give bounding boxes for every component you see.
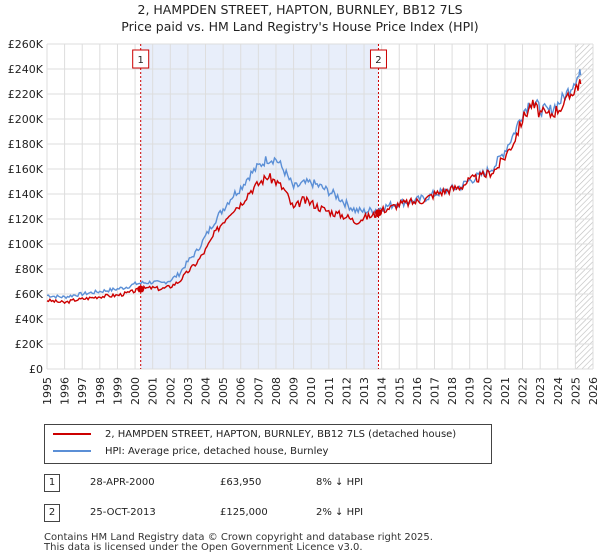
x-tick-label: 2000 — [129, 377, 142, 405]
x-tick-label: 2004 — [200, 377, 213, 405]
x-tick-label: 2011 — [323, 377, 336, 405]
transaction-price: £63,950 — [220, 477, 262, 488]
y-tick-label: £40K — [15, 313, 44, 326]
x-tick-label: 2015 — [393, 377, 406, 405]
transaction-hpi-diff: 2% ↓ HPI — [316, 507, 364, 518]
footer-copyright: Contains HM Land Registry data © Crown c… — [44, 532, 433, 543]
transaction-marker-label: 1 — [138, 55, 144, 66]
transaction-marker-box — [369, 49, 387, 69]
x-tick-label: 2019 — [464, 377, 477, 405]
x-tick-label: 1995 — [41, 377, 54, 405]
legend: 2, HAMPDEN STREET, HAPTON, BURNLEY, BB12… — [44, 424, 492, 464]
legend-label-property: 2, HAMPDEN STREET, HAPTON, BURNLEY, BB12… — [105, 429, 457, 440]
x-tick-label: 2013 — [358, 377, 371, 405]
x-tick-label: 2002 — [164, 377, 177, 405]
x-tick-label: 2010 — [305, 377, 318, 405]
y-tick-label: £180K — [8, 138, 44, 151]
transaction-number: 1 — [44, 474, 60, 492]
price-chart: 1 2 £0 £20K £40K £60K £80K £100K £120K £140K £160… — [8, 38, 600, 405]
x-tick-label: 1997 — [76, 377, 89, 405]
chart-title: 2, HAMPDEN STREET, HAPTON, BURNLEY, BB12… — [137, 2, 463, 17]
transaction-date: 25-OCT-2013 — [90, 507, 156, 518]
x-tick-label: 2025 — [569, 377, 582, 405]
y-tick-label: £120K — [8, 213, 44, 226]
x-tick-label: 2024 — [552, 377, 565, 405]
y-tick-label: £20K — [15, 338, 44, 351]
chart-subtitle: Price paid vs. HM Land Registry's House … — [121, 19, 479, 34]
footer: Contains HM Land Registry data © Crown c… — [44, 533, 584, 553]
x-tick-label: 2023 — [534, 377, 547, 405]
y-tick-label: £260K — [8, 38, 44, 51]
x-tick-label: 2022 — [517, 377, 530, 405]
y-tick-label: £60K — [15, 288, 44, 301]
y-tick-label: £160K — [8, 163, 44, 176]
legend-swatch-hpi — [53, 450, 91, 452]
y-tick-label: £80K — [15, 263, 44, 276]
x-tick-label: 2007 — [252, 377, 265, 405]
x-tick-label: 2012 — [340, 377, 353, 405]
x-tick-label: 2008 — [270, 377, 283, 405]
sale-point — [374, 209, 382, 217]
x-tick-label: 2003 — [182, 377, 195, 405]
x-tick-label: 2005 — [217, 377, 230, 405]
y-tick-label: £0 — [29, 363, 43, 376]
sale-point — [137, 285, 145, 293]
x-tick-label: 1996 — [59, 377, 72, 405]
legend-item-property: 2, HAMPDEN STREET, HAPTON, BURNLEY, BB12… — [53, 427, 456, 443]
hpi-line — [46, 69, 582, 300]
x-tick-label: 2018 — [446, 377, 459, 405]
x-tick-label: 2009 — [288, 377, 301, 405]
legend-label-hpi: HPI: Average price, detached house, Burn… — [105, 446, 329, 457]
y-tick-label: £220K — [8, 88, 44, 101]
x-tick-label: 2016 — [411, 377, 424, 405]
y-tick-label: £200K — [8, 113, 44, 126]
x-tick-label: 2021 — [499, 377, 512, 405]
forecast-hatch — [575, 44, 593, 369]
transaction-hpi-diff: 8% ↓ HPI — [316, 477, 364, 488]
y-tick-label: £240K — [8, 63, 44, 76]
ownership-period-shade — [140, 44, 379, 369]
transaction-row: 2 25-OCT-2013 £125,000 2% ↓ HPI — [44, 504, 584, 522]
x-tick-label: 2001 — [147, 377, 160, 405]
x-tick-label: 1999 — [111, 377, 124, 405]
transaction-number: 2 — [44, 504, 60, 522]
y-tick-label: £100K — [8, 238, 44, 251]
transaction-marker-label: 2 — [375, 55, 381, 66]
footer-licence: This data is licensed under the Open Gov… — [44, 542, 363, 553]
x-tick-label: 2014 — [376, 377, 389, 405]
x-tick-label: 2006 — [235, 377, 248, 405]
x-tick-label: 1998 — [94, 377, 107, 405]
legend-swatch-property — [53, 433, 91, 435]
x-tick-label: 2017 — [428, 377, 441, 405]
x-tick-label: 2020 — [481, 377, 494, 405]
x-tick-label: 2026 — [587, 377, 600, 405]
transaction-date: 28-APR-2000 — [90, 477, 155, 488]
y-tick-label: £140K — [8, 188, 44, 201]
transaction-row: 1 28-APR-2000 £63,950 8% ↓ HPI — [44, 474, 584, 492]
legend-item-hpi: HPI: Average price, detached house, Burn… — [53, 444, 328, 460]
transaction-price: £125,000 — [220, 507, 268, 518]
transaction-marker-box — [132, 49, 150, 69]
